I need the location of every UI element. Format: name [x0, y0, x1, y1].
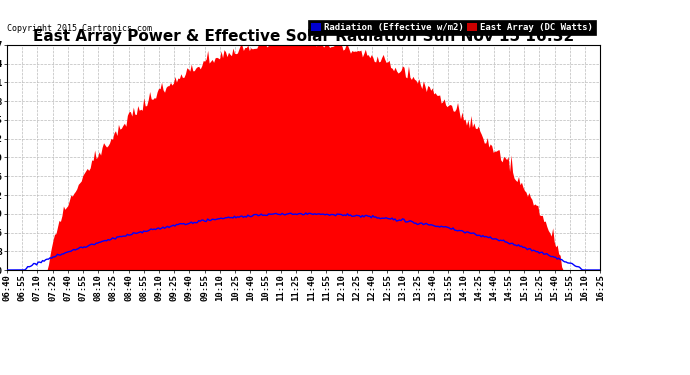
Text: Copyright 2015 Cartronics.com: Copyright 2015 Cartronics.com	[7, 24, 152, 33]
Title: East Array Power & Effective Solar Radiation Sun Nov 15 16:32: East Array Power & Effective Solar Radia…	[33, 29, 574, 44]
Legend: Radiation (Effective w/m2), East Array (DC Watts): Radiation (Effective w/m2), East Array (…	[308, 20, 595, 34]
